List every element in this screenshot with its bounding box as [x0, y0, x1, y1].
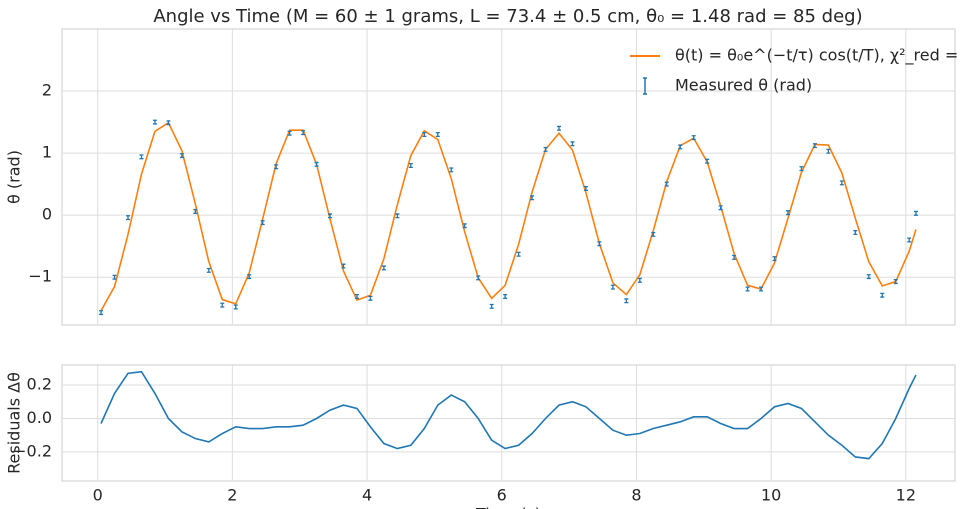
error-bar — [812, 143, 817, 149]
error-bar — [732, 254, 737, 260]
error-bar — [233, 304, 238, 310]
error-bar — [220, 302, 225, 308]
error-bar — [462, 223, 467, 229]
error-bar — [112, 274, 117, 280]
error-bar — [853, 230, 858, 236]
error-bar — [247, 274, 252, 280]
error-bar — [489, 303, 494, 309]
error-bar — [583, 185, 588, 191]
x-tick-label: 10 — [761, 486, 781, 505]
error-bar — [341, 263, 346, 269]
error-bar — [354, 293, 359, 299]
y-tick-label: 0.2 — [27, 375, 52, 394]
legend-swatch — [643, 77, 647, 95]
error-bar — [516, 251, 521, 257]
error-bar — [476, 275, 481, 281]
error-bar — [913, 210, 918, 216]
error-bar — [745, 286, 750, 292]
series-line — [100, 370, 917, 460]
y-tick-label: 0 — [42, 205, 52, 224]
x-tick-label: 12 — [896, 486, 916, 505]
error-bar — [557, 125, 562, 131]
error-bar — [691, 135, 696, 141]
y-tick-label: 0.0 — [27, 408, 52, 427]
error-bar — [597, 241, 602, 247]
error-bar — [152, 119, 157, 125]
y-axis-label: θ (rad) — [5, 150, 24, 204]
x-tick-label: 6 — [497, 486, 507, 505]
x-axis-label: Time (s) — [475, 505, 541, 509]
plot-area — [61, 364, 956, 482]
error-bar — [99, 310, 104, 316]
error-bar — [866, 274, 871, 280]
error-bar — [260, 220, 265, 226]
error-bar — [637, 277, 642, 283]
legend-label: θ(t) = θ₀e^(−t/τ) cos(t/T), χ²_red = 39.… — [675, 46, 962, 66]
error-bar — [610, 284, 615, 290]
error-bar — [301, 130, 306, 136]
chart-title: Angle vs Time (M = 60 ± 1 grams, L = 73.… — [153, 6, 862, 27]
error-bar — [328, 213, 333, 219]
error-bar — [274, 164, 279, 170]
error-bar — [314, 161, 319, 167]
error-bar — [503, 293, 508, 299]
error-bar — [839, 180, 844, 186]
error-bar — [651, 231, 656, 237]
error-bar — [785, 210, 790, 216]
error-bar — [530, 195, 535, 201]
error-bar — [624, 298, 629, 304]
error-bar — [718, 205, 723, 211]
y-tick-label: −1 — [28, 267, 52, 286]
error-bar — [799, 166, 804, 172]
error-bar — [287, 130, 292, 136]
x-tick-label: 4 — [362, 486, 372, 505]
error-bar — [193, 208, 198, 214]
error-bar — [166, 120, 171, 126]
error-bar — [664, 181, 669, 187]
error-bar — [826, 148, 831, 154]
plot-area — [61, 28, 956, 326]
error-bar — [368, 295, 373, 301]
error-bar — [772, 256, 777, 262]
error-bar — [139, 154, 144, 160]
error-bar — [408, 163, 413, 169]
error-bar — [893, 279, 898, 285]
y-axis-label: Residuals Δθ — [5, 372, 24, 474]
error-bar — [395, 213, 400, 219]
legend-label: Measured θ (rad) — [675, 76, 812, 95]
error-bar — [206, 267, 211, 273]
error-bar — [422, 131, 427, 138]
error-bar — [705, 158, 710, 164]
error-bar — [543, 146, 548, 152]
x-tick-label: 8 — [631, 486, 641, 505]
error-bar — [179, 153, 184, 159]
error-bar — [125, 215, 130, 221]
error-bar — [759, 286, 764, 292]
error-bar — [678, 144, 683, 150]
error-bar — [907, 237, 912, 243]
error-bar — [880, 292, 885, 298]
x-tick-label: 2 — [227, 486, 237, 505]
y-tick-label: 2 — [42, 81, 52, 100]
x-tick-label: 0 — [93, 486, 103, 505]
y-tick-label: 1 — [42, 143, 52, 162]
error-bar — [449, 167, 454, 173]
error-bar — [570, 141, 575, 147]
error-bar — [435, 131, 440, 138]
y-tick-label: −0.2 — [13, 441, 52, 460]
series-line — [100, 121, 917, 312]
error-bar — [381, 265, 386, 271]
